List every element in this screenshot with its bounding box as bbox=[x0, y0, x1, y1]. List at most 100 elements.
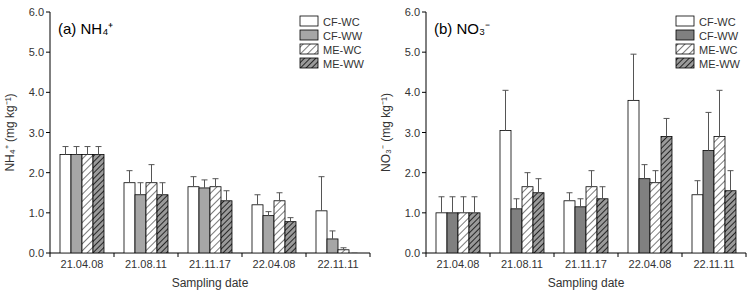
bar bbox=[447, 213, 458, 253]
y-tick bbox=[422, 253, 426, 254]
legend-label: CF-WC bbox=[699, 16, 736, 28]
bar bbox=[349, 253, 360, 254]
title: (a) NH₄⁺ bbox=[58, 20, 113, 37]
x-tick-label: 22.04.08 bbox=[629, 258, 672, 270]
legend-swatch bbox=[676, 16, 694, 26]
y-tick bbox=[46, 253, 50, 254]
x-tick bbox=[114, 253, 115, 257]
bar bbox=[93, 155, 104, 253]
legend-label: CF-WC bbox=[323, 16, 360, 28]
x-tick bbox=[242, 253, 243, 257]
bar bbox=[221, 201, 232, 253]
legend-swatch bbox=[300, 30, 318, 40]
bar bbox=[703, 151, 714, 253]
bar bbox=[316, 211, 327, 253]
bar bbox=[71, 155, 82, 253]
y-tick bbox=[422, 12, 426, 13]
error-bar bbox=[255, 195, 261, 205]
error-bar bbox=[600, 187, 606, 199]
x-tick-label: 21.08.11 bbox=[501, 258, 543, 270]
y-tick bbox=[422, 172, 426, 173]
y-axis-label: NH₄⁺ (mg kg⁻¹) bbox=[3, 93, 17, 171]
y-tick-label: 1.0 bbox=[29, 207, 44, 219]
bar bbox=[60, 155, 71, 253]
bar bbox=[327, 239, 338, 253]
x-tick-label: 21.04.08 bbox=[437, 258, 480, 270]
y-tick bbox=[46, 212, 50, 213]
error-bar bbox=[63, 147, 69, 155]
error-bar bbox=[352, 253, 358, 254]
legend-swatch bbox=[676, 58, 694, 68]
x-tick bbox=[554, 253, 555, 257]
y-tick-label: 4.0 bbox=[405, 86, 420, 98]
x-tick bbox=[178, 253, 179, 257]
error-bar bbox=[149, 165, 155, 183]
bar bbox=[692, 195, 703, 253]
bar bbox=[436, 213, 447, 253]
error-bar bbox=[514, 199, 520, 209]
x-tick bbox=[306, 253, 307, 257]
legend-swatch bbox=[300, 16, 318, 26]
error-bar bbox=[472, 197, 478, 213]
error-bar bbox=[578, 199, 584, 207]
error-bar bbox=[664, 118, 670, 136]
y-tick-label: 2.0 bbox=[405, 167, 420, 179]
bar bbox=[725, 191, 736, 253]
y-tick-label: 3.0 bbox=[405, 127, 420, 139]
chart-root: 0.01.02.03.04.05.06.021.04.0821.08.1121.… bbox=[0, 0, 752, 291]
bars bbox=[436, 54, 736, 253]
panel: 0.01.02.03.04.05.06.021.04.0821.08.1121.… bbox=[3, 6, 370, 290]
legend-label: ME-WW bbox=[699, 58, 741, 70]
x-tick bbox=[746, 253, 747, 257]
bar bbox=[252, 205, 263, 253]
bar bbox=[458, 213, 469, 253]
legend-swatch bbox=[300, 58, 318, 68]
bar bbox=[650, 183, 661, 253]
bar bbox=[157, 195, 168, 253]
y-tick-label: 0.0 bbox=[29, 247, 44, 259]
panel: 0.01.02.03.04.05.06.021.04.0821.08.1121.… bbox=[379, 6, 746, 290]
x-axis-label: Sampling date bbox=[548, 276, 625, 290]
x-tick-label: 22.11.11 bbox=[693, 258, 734, 270]
legend-label: CF-WW bbox=[699, 30, 739, 42]
legend-swatch bbox=[676, 44, 694, 54]
y-tick-label: 2.0 bbox=[29, 167, 44, 179]
y-tick-label: 0.0 bbox=[405, 247, 420, 259]
y-tick bbox=[422, 52, 426, 53]
y-tick bbox=[46, 92, 50, 93]
error-bar bbox=[341, 248, 347, 250]
error-bar bbox=[96, 147, 102, 155]
y-tick bbox=[46, 172, 50, 173]
error-bar bbox=[717, 90, 723, 136]
y-tick bbox=[46, 52, 50, 53]
y-tick bbox=[422, 92, 426, 93]
y-tick-label: 3.0 bbox=[29, 127, 44, 139]
error-bar bbox=[503, 90, 509, 130]
error-bar bbox=[567, 193, 573, 201]
legend-label: CF-WW bbox=[323, 30, 363, 42]
x-tick-label: 22.04.08 bbox=[253, 258, 296, 270]
x-tick bbox=[426, 253, 427, 257]
error-bar bbox=[277, 193, 283, 201]
x-tick bbox=[618, 253, 619, 257]
y-tick-label: 4.0 bbox=[29, 86, 44, 98]
error-bar bbox=[653, 171, 659, 183]
title: (b) NO₃⁻ bbox=[434, 20, 490, 37]
x-tick-label: 22.11.11 bbox=[317, 258, 358, 270]
y-axis-label: NO₃⁻ (mg kg⁻¹) bbox=[379, 93, 393, 172]
error-bar bbox=[728, 171, 734, 191]
bar bbox=[628, 100, 639, 253]
bar bbox=[188, 187, 199, 253]
bar bbox=[82, 155, 93, 253]
error-bar bbox=[461, 197, 467, 213]
y-tick-label: 6.0 bbox=[29, 6, 44, 18]
bar bbox=[533, 193, 544, 253]
error-bar bbox=[439, 197, 445, 213]
error-bar bbox=[536, 179, 542, 193]
bar bbox=[500, 130, 511, 253]
bar bbox=[511, 209, 522, 253]
bar bbox=[469, 213, 480, 253]
x-tick bbox=[50, 253, 51, 257]
error-bar bbox=[74, 147, 80, 155]
error-bar bbox=[642, 165, 648, 179]
